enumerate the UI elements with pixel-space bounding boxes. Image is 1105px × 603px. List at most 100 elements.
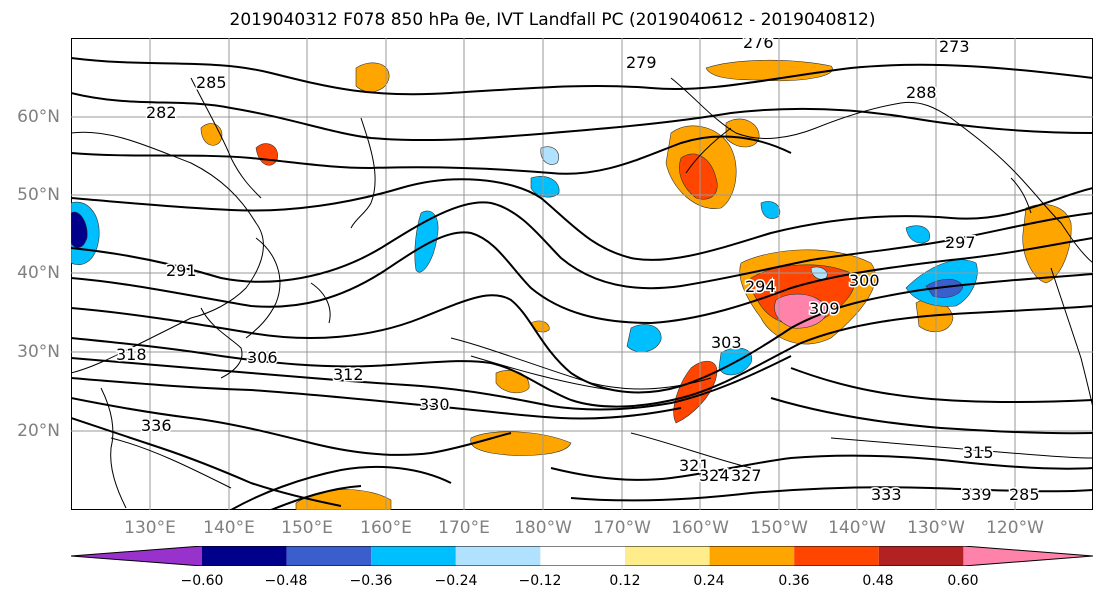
theta-e-contour bbox=[71, 135, 792, 175]
lon-label-130e: 130°E bbox=[124, 518, 176, 538]
contour-label: 315 bbox=[963, 443, 994, 462]
contour-label: 303 bbox=[711, 333, 742, 352]
lat-label-60n: 60°N bbox=[17, 107, 60, 127]
anomaly-region bbox=[495, 369, 530, 394]
thin-contours bbox=[110, 337, 1093, 489]
anomaly-region bbox=[355, 62, 390, 93]
lon-label-170e: 170°E bbox=[438, 518, 490, 538]
contour-label: 282 bbox=[146, 103, 177, 122]
colorbar-arrow-left bbox=[71, 546, 202, 566]
contour-label: 276 bbox=[743, 38, 774, 52]
anomaly-region bbox=[71, 211, 88, 248]
coastline bbox=[670, 77, 1093, 264]
contour-label: 294 bbox=[745, 277, 776, 296]
lon-label-180w: 180°W bbox=[514, 518, 572, 538]
lon-label-160e: 160°E bbox=[360, 518, 412, 538]
coastline bbox=[1010, 177, 1032, 214]
theta-e-contours bbox=[71, 57, 1093, 510]
theta-e-contour bbox=[550, 454, 1093, 481]
theta-e-contour bbox=[71, 273, 1093, 394]
colorbar-segment bbox=[202, 546, 287, 566]
colorbar-tick: 0.24 bbox=[693, 573, 725, 589]
thin-contour bbox=[830, 437, 1093, 459]
contour-label: 327 bbox=[731, 466, 762, 485]
theta-e-contour bbox=[71, 355, 792, 411]
contour-label: 333 bbox=[871, 485, 902, 504]
anomaly-region bbox=[470, 431, 572, 456]
lon-label-120w: 120°W bbox=[986, 518, 1044, 538]
anomaly-region bbox=[905, 225, 930, 244]
lat-label-20n: 20°N bbox=[17, 421, 60, 441]
theta-e-contour bbox=[270, 485, 362, 510]
coastline bbox=[310, 282, 331, 324]
theta-e-contour bbox=[71, 57, 1093, 96]
contour-label: 318 bbox=[116, 345, 147, 364]
colorbar-segment bbox=[625, 546, 710, 566]
theta-e-contour bbox=[71, 201, 1093, 290]
contour-label: 300 bbox=[849, 271, 880, 290]
theta-e-contour bbox=[770, 397, 1093, 435]
contour-label: 273 bbox=[939, 38, 970, 56]
theta-e-contour bbox=[71, 92, 1093, 142]
contour-label: 279 bbox=[626, 53, 657, 72]
colorbar-segment bbox=[455, 546, 541, 566]
contour-label: 312 bbox=[333, 365, 364, 384]
contour-label: 339 bbox=[961, 485, 992, 504]
theta-e-contour bbox=[230, 465, 452, 510]
colorbar-tick: −0.48 bbox=[264, 573, 308, 589]
colorbar-segment bbox=[286, 546, 372, 566]
thin-contour bbox=[630, 432, 752, 469]
colorbar-segment bbox=[878, 546, 964, 566]
colorbar bbox=[71, 546, 1093, 566]
theta-e-contour bbox=[71, 231, 1093, 325]
contour-label: 330 bbox=[419, 395, 450, 414]
contour-label: 321 bbox=[679, 456, 710, 475]
theta-e-contour bbox=[71, 397, 512, 456]
anomaly-region bbox=[705, 59, 833, 81]
anomaly-region bbox=[626, 324, 662, 353]
colorbar-tick: 0.12 bbox=[609, 573, 641, 589]
contour-label: 309 bbox=[809, 299, 840, 318]
thin-contour bbox=[450, 337, 712, 390]
colorbar-tick: −0.36 bbox=[349, 573, 393, 589]
coastline bbox=[685, 127, 732, 174]
colorbar-tick: 0.60 bbox=[947, 573, 979, 589]
anomaly-region bbox=[530, 176, 560, 198]
coastline bbox=[245, 237, 281, 339]
anomaly-shading bbox=[71, 59, 1072, 510]
contour-label: 324 bbox=[699, 466, 730, 485]
lon-label-160w: 160°W bbox=[671, 518, 729, 538]
colorbar-tick: −0.12 bbox=[518, 573, 562, 589]
coastline bbox=[1050, 267, 1093, 409]
theta-e-contour bbox=[570, 486, 1093, 502]
thin-contour bbox=[110, 437, 232, 489]
coastline bbox=[350, 117, 376, 229]
colorbar-tick: −0.60 bbox=[180, 573, 224, 589]
lon-label-140w: 140°W bbox=[828, 518, 886, 538]
colorbar-segment bbox=[371, 546, 456, 566]
colorbar-segment bbox=[794, 546, 879, 566]
colorbar-segment bbox=[709, 546, 795, 566]
map-title: 2019040312 F078 850 hPa θe, IVT Landfall… bbox=[229, 10, 876, 30]
contour-labels: 276 273 279 285 282 288 291 294 297 300 309 306 303 3… bbox=[115, 38, 1042, 506]
anomaly-region bbox=[255, 143, 278, 166]
lat-label-40n: 40°N bbox=[17, 263, 60, 283]
contour-label: 336 bbox=[141, 416, 172, 435]
colorbar-arrow-right bbox=[963, 546, 1093, 566]
anomaly-region bbox=[200, 123, 223, 146]
anomaly-region bbox=[760, 201, 781, 219]
map-plot: 276 273 279 285 282 288 291 294 297 300 309 306 303 3… bbox=[71, 38, 1093, 510]
theta-e-contour bbox=[71, 377, 682, 420]
anomaly-region bbox=[414, 210, 439, 273]
colorbar-tick: 0.36 bbox=[778, 573, 810, 589]
contour-label: 285 bbox=[196, 73, 227, 92]
coastline bbox=[71, 131, 264, 374]
lon-label-140e: 140°E bbox=[203, 518, 255, 538]
anomaly-region bbox=[725, 118, 760, 148]
anomaly-region bbox=[540, 146, 560, 165]
contour-label: 285 bbox=[1009, 485, 1040, 504]
theta-e-contour bbox=[71, 305, 1093, 408]
contour-label: 306 bbox=[247, 348, 278, 367]
thin-contour bbox=[470, 355, 612, 391]
lon-label-170w: 170°W bbox=[593, 518, 651, 538]
